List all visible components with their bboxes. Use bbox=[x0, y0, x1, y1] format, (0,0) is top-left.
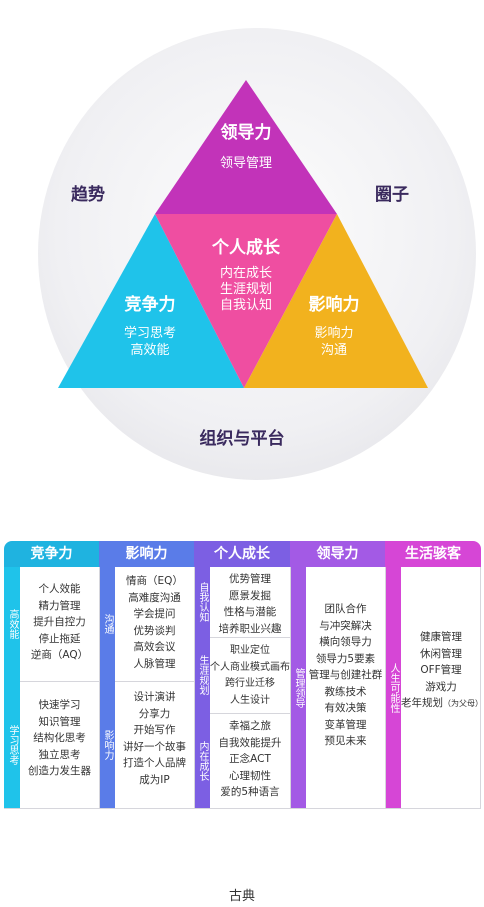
outer-label-trend: 趋势 bbox=[71, 185, 105, 205]
note: （为父母） bbox=[443, 699, 483, 708]
outer-label-circle: 圈子 bbox=[375, 185, 409, 205]
author-footer: 古典 bbox=[228, 889, 255, 904]
right-triangle bbox=[244, 214, 428, 388]
center-item: 内在成长 bbox=[219, 266, 272, 281]
left-title: 竞争力 bbox=[124, 295, 176, 315]
divider bbox=[385, 567, 386, 809]
section-label: 高效能 bbox=[4, 567, 20, 681]
divider bbox=[210, 637, 290, 638]
top-triangle bbox=[155, 80, 337, 214]
section-items: 情商（EQ） 高难度沟通 学会提问 优势谈判 高效会议 人脉管理 bbox=[126, 575, 183, 670]
center-title: 个人成长 bbox=[212, 238, 280, 258]
left-triangle bbox=[58, 214, 244, 388]
section-label: 管理领导 bbox=[290, 567, 306, 809]
triangle-diagram bbox=[58, 80, 428, 388]
divider bbox=[194, 567, 195, 809]
section-items: 设计演讲 分享力 开始写作 讲好一个故事 打造个人品牌 成为IP bbox=[123, 691, 186, 786]
section-label: 影响力 bbox=[99, 681, 115, 809]
header-influence: 影响力 bbox=[99, 541, 194, 567]
section-items: 健康管理 休闲管理 OFF管理 游戏力 老年规划（为父母） bbox=[401, 631, 483, 709]
center-item: 自我认知 bbox=[219, 298, 272, 313]
right-title: 影响力 bbox=[308, 295, 360, 315]
top-title: 领导力 bbox=[220, 123, 272, 143]
section-label: 内在成长 bbox=[194, 713, 210, 809]
section-label: 生涯规划 bbox=[194, 637, 210, 713]
section-items: 优势管理 愿景发掘 性格与潜能 培养职业兴趣 bbox=[218, 573, 282, 635]
section-items: 幸福之旅 自我效能提升 正念ACT 心理韧性 爱的5种语言 bbox=[218, 720, 282, 798]
section-label: 自我认知 bbox=[194, 567, 210, 637]
divider bbox=[480, 567, 481, 809]
header-competitiveness: 竞争力 bbox=[4, 541, 99, 567]
divider bbox=[20, 681, 99, 682]
right-item: 影响力 bbox=[314, 326, 354, 341]
divider bbox=[4, 808, 481, 809]
divider bbox=[115, 681, 194, 682]
left-item: 高效能 bbox=[130, 343, 170, 358]
center-triangle bbox=[155, 214, 337, 388]
section-items: 团队合作 与冲突解决 横向领导力 领导力5要素 管理与创建社群 教练技术 有效决… bbox=[308, 603, 383, 747]
section-items: 职业定位 个人商业模式画布 跨行业迁移 人生设计 bbox=[210, 645, 290, 706]
divider bbox=[210, 713, 290, 714]
header-leadership: 领导力 bbox=[290, 541, 385, 567]
left-item: 学习思考 bbox=[123, 326, 176, 341]
section-label: 人生可能性 bbox=[385, 567, 401, 809]
section-label: 学习思考 bbox=[4, 681, 20, 809]
section-label: 沟通 bbox=[99, 567, 115, 681]
section-items: 个人效能 精力管理 提升自控力 停止拖延 逆商（AQ） bbox=[30, 583, 89, 661]
skills-table: 竞争力 影响力 个人成长 领导力 生活骇客 高效能 学习思考 个人效能 精力管理… bbox=[4, 541, 483, 809]
right-item: 沟通 bbox=[320, 343, 347, 358]
section-items: 快速学习 知识管理 结构化思考 独立思考 创造力发生器 bbox=[28, 699, 91, 777]
divider bbox=[99, 567, 100, 809]
center-item: 生涯规划 bbox=[219, 282, 272, 297]
top-item: 领导管理 bbox=[219, 156, 272, 171]
outer-label-organization: 组织与平台 bbox=[199, 429, 285, 449]
divider bbox=[290, 567, 291, 809]
header-life-hacker: 生活骇客 bbox=[385, 541, 481, 567]
header-personal-growth: 个人成长 bbox=[194, 541, 290, 567]
